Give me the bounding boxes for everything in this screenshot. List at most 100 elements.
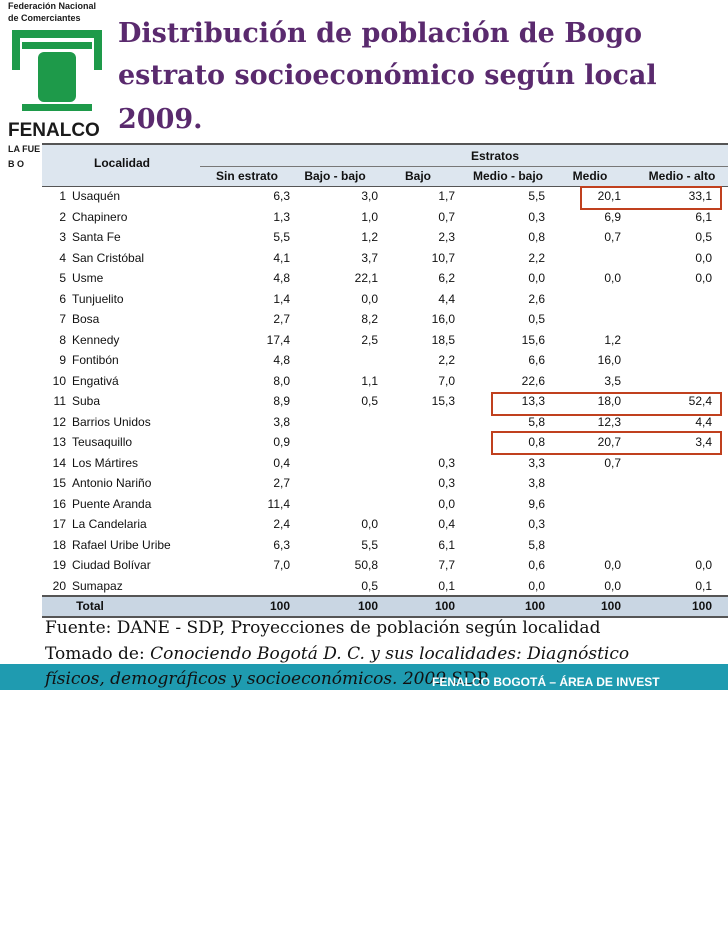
value-cell: 0,0 <box>695 271 712 285</box>
logo-text: Federación Nacional <box>8 1 96 11</box>
value-cell: 10,7 <box>431 250 455 265</box>
value-cell: 5,8 <box>528 537 545 552</box>
value-cell: 2,3 <box>438 230 455 244</box>
value-cell: 0,0 <box>361 291 378 306</box>
value-cell: 0,0 <box>604 558 621 572</box>
row-name: Tunjuelito <box>72 291 124 306</box>
value-cell: 3,8 <box>528 476 545 490</box>
total-cell: 100 <box>434 599 455 613</box>
column-header: Medio - bajo <box>473 169 543 183</box>
value-cell: 7,7 <box>438 558 455 572</box>
value-cell: 7,0 <box>273 558 290 572</box>
row-number: 12 <box>52 414 66 429</box>
reference: Tomado de: Conociendo Bogotá D. C. y sus… <box>45 644 629 664</box>
band <box>0 664 728 690</box>
row-name: San Cristóbal <box>72 250 145 265</box>
value-cell: 0,0 <box>528 271 545 285</box>
value-cell: 11,4 <box>267 496 290 511</box>
logo-text: B O <box>8 159 24 169</box>
total-label: Total <box>76 599 104 613</box>
value-cell: 1,7 <box>438 189 455 203</box>
value-cell: 6,9 <box>604 209 621 224</box>
row-number: 5 <box>59 271 66 285</box>
title-line: estrato socioeconómico según local <box>118 60 657 91</box>
value-cell: 4,8 <box>273 271 290 285</box>
value-cell: 3,5 <box>604 373 621 388</box>
total-cell: 100 <box>269 599 290 613</box>
value-cell: 0,0 <box>438 496 455 511</box>
row-number: 18 <box>52 537 66 552</box>
value-cell: 0,3 <box>528 517 545 531</box>
value-cell: 3,0 <box>361 189 378 203</box>
total-cell: 100 <box>600 599 621 613</box>
logo: Federación Nacional de Comerciantes FENA… <box>8 1 102 169</box>
value-cell: 0,0 <box>695 558 712 572</box>
row-name: La Candelaria <box>72 517 147 531</box>
value-cell: 6,1 <box>695 209 712 224</box>
value-cell: 16,0 <box>431 312 455 326</box>
value-cell: 5,5 <box>361 537 378 552</box>
row-number: 7 <box>59 312 66 326</box>
row-number: 17 <box>52 517 66 531</box>
value-cell: 0,3 <box>438 476 455 490</box>
row-name: Fontibón <box>72 353 119 367</box>
value-cell: 15,3 <box>431 394 455 408</box>
value-cell: 0,5 <box>528 312 545 326</box>
value-cell: 17,4 <box>266 332 290 347</box>
column-header: Medio <box>572 169 608 183</box>
source: Fuente: DANE - SDP, Proyecciones de pobl… <box>45 618 601 638</box>
value-cell: 0,7 <box>604 230 621 244</box>
value-cell: 15,6 <box>521 332 545 347</box>
value-cell: 1,2 <box>604 332 621 347</box>
value-cell: 16,0 <box>597 353 621 367</box>
value-cell: 20,1 <box>597 189 621 203</box>
value-cell: 6,3 <box>273 189 290 203</box>
value-cell: 3,4 <box>695 435 712 449</box>
value-cell: 0,5 <box>361 394 378 408</box>
value-cell: 4,4 <box>695 414 712 429</box>
value-cell: 52,4 <box>688 394 712 408</box>
value-cell: 1,1 <box>361 373 378 388</box>
title-line: Distribución de población de Bogo <box>118 18 642 49</box>
row-name: Kennedy <box>72 332 120 347</box>
value-cell: 2,2 <box>438 353 455 367</box>
value-cell: 18,0 <box>597 394 621 408</box>
row-number: 20 <box>52 578 66 593</box>
total-cell: 100 <box>524 599 545 613</box>
value-cell: 5,5 <box>273 230 290 244</box>
value-cell: 1,3 <box>273 209 290 224</box>
value-cell: 13,3 <box>521 394 545 408</box>
title-line: 2009. <box>118 104 203 135</box>
value-cell: 1,0 <box>361 209 378 224</box>
row-name: Los Mártires <box>72 455 139 470</box>
row-number: 6 <box>59 291 66 306</box>
row-name: Teusaquillo <box>72 435 133 449</box>
value-cell: 0,4 <box>438 517 455 531</box>
column-header: Bajo <box>404 169 431 183</box>
value-cell: 3,3 <box>528 455 545 470</box>
header-cell: Localidad <box>93 156 150 170</box>
rule <box>42 186 728 187</box>
value-cell: 0,3 <box>438 455 455 470</box>
logo-mark <box>12 30 102 111</box>
value-cell: 2,4 <box>273 517 290 531</box>
value-cell: 5,5 <box>528 189 545 203</box>
row-number: 16 <box>52 496 66 511</box>
highlight <box>491 431 722 455</box>
rule <box>200 166 728 167</box>
value-cell: 0,6 <box>528 558 545 572</box>
value-cell: 0,0 <box>604 578 621 593</box>
row-name: Barrios Unidos <box>72 414 151 429</box>
row-number: 4 <box>59 250 66 265</box>
value-cell: 6,3 <box>273 537 290 552</box>
total-bg <box>42 595 728 618</box>
value-cell: 9,6 <box>528 496 545 511</box>
value-cell: 2,2 <box>528 250 545 265</box>
column-header: Sin estrato <box>215 169 278 183</box>
table: Localidad Estratos Sin estrato Bajo - baj… <box>42 143 728 618</box>
value-cell: 6,1 <box>438 537 455 552</box>
value-cell: 3,8 <box>273 414 290 429</box>
reference-suffix: SDP. <box>446 669 491 689</box>
row-number: 1 <box>59 189 66 203</box>
